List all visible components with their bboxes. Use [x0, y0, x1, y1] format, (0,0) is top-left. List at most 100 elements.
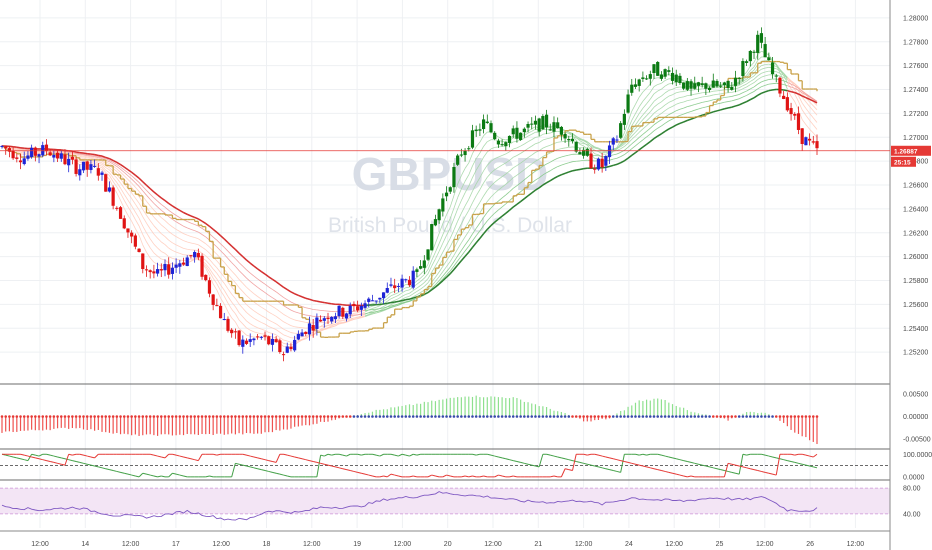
ribbon-segment [405, 300, 410, 303]
ribbon-long-segment [105, 156, 110, 160]
ribbon-segment [320, 328, 325, 331]
ribbon-segment [453, 197, 459, 209]
ribbon-segment [683, 112, 688, 115]
aroon-down-segment [683, 475, 688, 478]
ribbon-segment [249, 290, 255, 294]
ribbon-long-segment [253, 265, 259, 270]
ribbon-long-segment [283, 286, 288, 291]
ribbon-segment [453, 230, 459, 240]
ribbon-segment [753, 75, 758, 80]
ribbon-segment [635, 97, 640, 105]
ribbon-long-segment [464, 251, 470, 257]
oscillator-dot [800, 415, 804, 418]
ribbon-segment [238, 328, 244, 332]
ribbon-segment [198, 244, 203, 248]
ribbon-segment [461, 168, 466, 176]
aroon-down-segment [646, 466, 651, 469]
aroon-down-segment [197, 454, 203, 461]
oscillator-dot [678, 415, 682, 418]
ribbon-segment [798, 109, 803, 120]
aroon-down-segment [613, 458, 618, 461]
ribbon-segment [424, 278, 429, 283]
ribbon-segment [401, 293, 406, 297]
oscillator-dot [482, 415, 485, 418]
oscillator-dot [119, 415, 122, 418]
ribbon-segment [742, 78, 747, 82]
candle-body [693, 83, 697, 89]
aroon-down-segment [450, 475, 455, 478]
aroon-down-segment [413, 475, 418, 478]
candle-body [48, 152, 52, 156]
ribbon-segment [379, 308, 384, 311]
ribbon-long-segment [538, 184, 544, 189]
aroon-down-segment [342, 468, 347, 471]
aroon-down-segment [57, 462, 62, 465]
oscillator-dot [167, 415, 171, 418]
ribbon-segment [294, 326, 299, 328]
ribbon-segment [627, 148, 633, 153]
ribbon-long-segment [424, 291, 429, 295]
ribbon-segment [201, 252, 206, 257]
ribbon-segment [172, 257, 177, 260]
oscillator-dot [45, 415, 48, 418]
ribbon-segment [264, 323, 269, 327]
ribbon-segment [172, 233, 177, 237]
oscillator-dot [319, 415, 322, 418]
ribbon-segment [676, 86, 680, 88]
ribbon-segment [516, 139, 521, 142]
ribbon-long-segment [675, 122, 681, 126]
ribbon-segment [579, 139, 584, 141]
aroon-down-segment [483, 475, 488, 478]
aroon-up-segment [513, 460, 518, 462]
ribbon-segment [142, 209, 147, 216]
ribbon-segment [372, 309, 377, 312]
ribbon-segment [457, 250, 462, 257]
ribbon-segment [209, 263, 214, 270]
candle-body [707, 87, 712, 91]
ribbon-segment [490, 203, 495, 209]
ribbon-segment [383, 304, 388, 307]
x-tick-label: 12:00 [756, 541, 774, 548]
candle-body [682, 82, 686, 89]
ribbon-segment [305, 307, 310, 309]
ribbon-long-segment [220, 235, 225, 240]
ribbon-segment [153, 233, 158, 239]
ribbon-segment [227, 311, 233, 319]
ribbon-segment [394, 298, 399, 301]
ribbon-segment [524, 132, 529, 136]
ribbon-long-segment [572, 169, 577, 172]
oscillator-dot [500, 415, 504, 418]
ribbon-segment [387, 306, 392, 310]
ribbon-segment [664, 114, 670, 118]
oscillator-dot [337, 415, 341, 418]
ribbon-segment [672, 87, 677, 90]
x-tick-label: 12:00 [212, 541, 230, 548]
ribbon-segment [524, 141, 529, 145]
ribbon-segment [253, 331, 258, 334]
oscillator-dot [811, 415, 815, 418]
ribbon-segment [123, 200, 129, 207]
ribbon-segment [646, 83, 651, 89]
ribbon-segment [376, 300, 381, 304]
aroon-down-segment [639, 464, 644, 467]
ribbon-segment [249, 307, 255, 312]
ribbon-segment [464, 174, 470, 182]
ribbon-segment [568, 133, 573, 137]
aroon-down-segment [298, 457, 303, 460]
ribbon-segment [475, 141, 481, 147]
ribbon-long-segment [175, 207, 181, 212]
oscillator-dot [571, 415, 574, 418]
candle-body [133, 235, 137, 247]
aroon-down-segment [94, 453, 99, 459]
aroon-down-segment [72, 453, 77, 456]
ribbon-segment [320, 326, 325, 330]
aroon-up-segment [242, 464, 247, 467]
oscillator-dot [408, 415, 411, 418]
ribbon-long-segment [183, 211, 188, 215]
ribbon-segment [401, 297, 406, 300]
aroon-down-segment [501, 475, 506, 478]
ribbon-segment [657, 101, 662, 105]
ribbon-segment [390, 302, 395, 306]
ribbon-segment [120, 171, 125, 177]
